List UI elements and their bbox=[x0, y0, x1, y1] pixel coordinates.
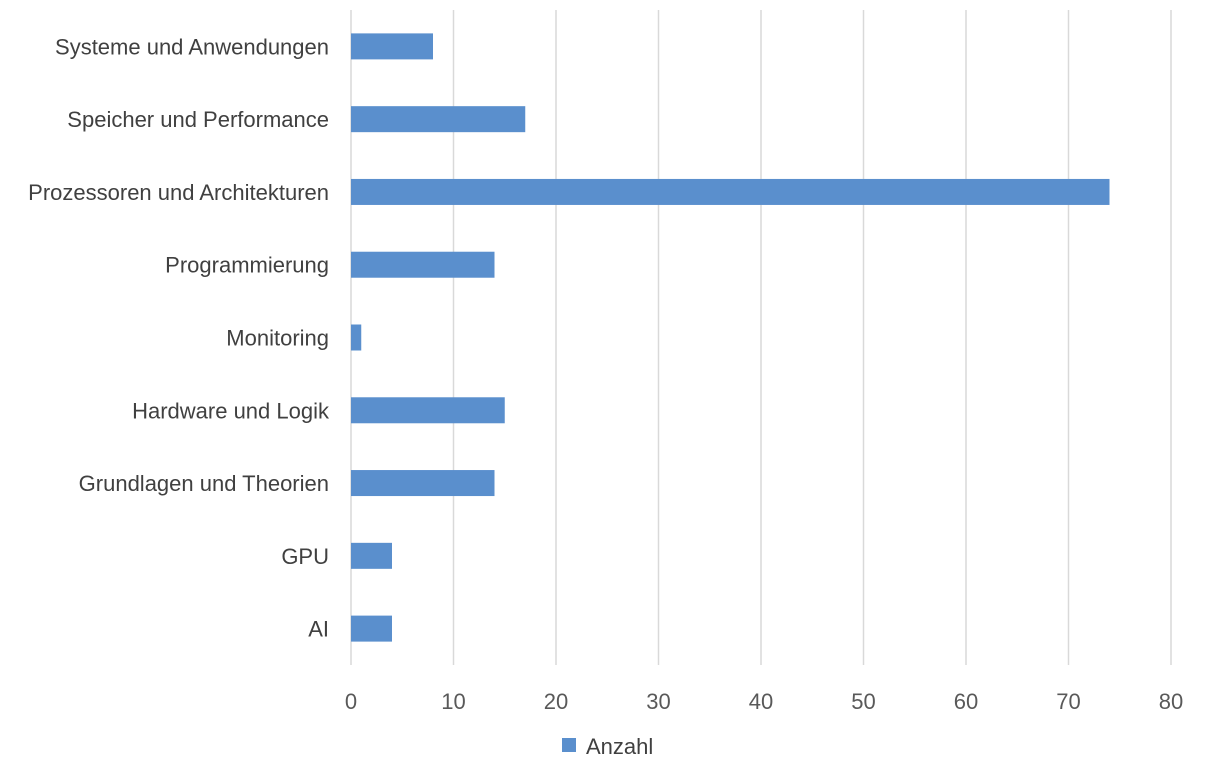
legend-swatch bbox=[562, 738, 576, 752]
x-tick-label-10: 10 bbox=[441, 689, 465, 714]
bar-1 bbox=[351, 106, 526, 133]
x-tick-label-80: 80 bbox=[1159, 689, 1183, 714]
bar-4 bbox=[351, 324, 362, 351]
x-tick-label-70: 70 bbox=[1056, 689, 1080, 714]
x-tick-label-40: 40 bbox=[749, 689, 773, 714]
bar-0 bbox=[351, 33, 433, 60]
category-label-6: Grundlagen und Theorien bbox=[79, 471, 329, 496]
category-label-5: Hardware und Logik bbox=[132, 398, 330, 423]
bar-5 bbox=[351, 397, 505, 424]
bar-3 bbox=[351, 251, 495, 278]
x-tick-label-60: 60 bbox=[954, 689, 978, 714]
category-labels: Systeme und Anwendungen Speicher und Perf… bbox=[28, 34, 330, 641]
category-label-7: GPU bbox=[281, 544, 329, 569]
x-tick-label-30: 30 bbox=[646, 689, 670, 714]
bar-6 bbox=[351, 470, 495, 497]
bar-2 bbox=[351, 178, 1110, 205]
bar-7 bbox=[351, 542, 392, 569]
legend: Anzahl bbox=[562, 734, 653, 759]
category-label-8: AI bbox=[308, 617, 329, 642]
category-label-0: Systeme und Anwendungen bbox=[55, 34, 329, 59]
bars bbox=[351, 33, 1110, 642]
bar-8 bbox=[351, 615, 392, 642]
category-label-3: Programmierung bbox=[165, 253, 329, 278]
x-tick-label-20: 20 bbox=[544, 689, 568, 714]
category-label-2: Prozessoren und Architekturen bbox=[28, 180, 329, 205]
category-label-4: Monitoring bbox=[226, 326, 329, 351]
x-axis-tick-labels: 0 10 20 30 40 50 60 70 80 bbox=[345, 689, 1183, 714]
x-tick-label-50: 50 bbox=[851, 689, 875, 714]
legend-label: Anzahl bbox=[586, 734, 653, 759]
category-label-1: Speicher und Performance bbox=[67, 107, 329, 132]
x-tick-label-0: 0 bbox=[345, 689, 357, 714]
